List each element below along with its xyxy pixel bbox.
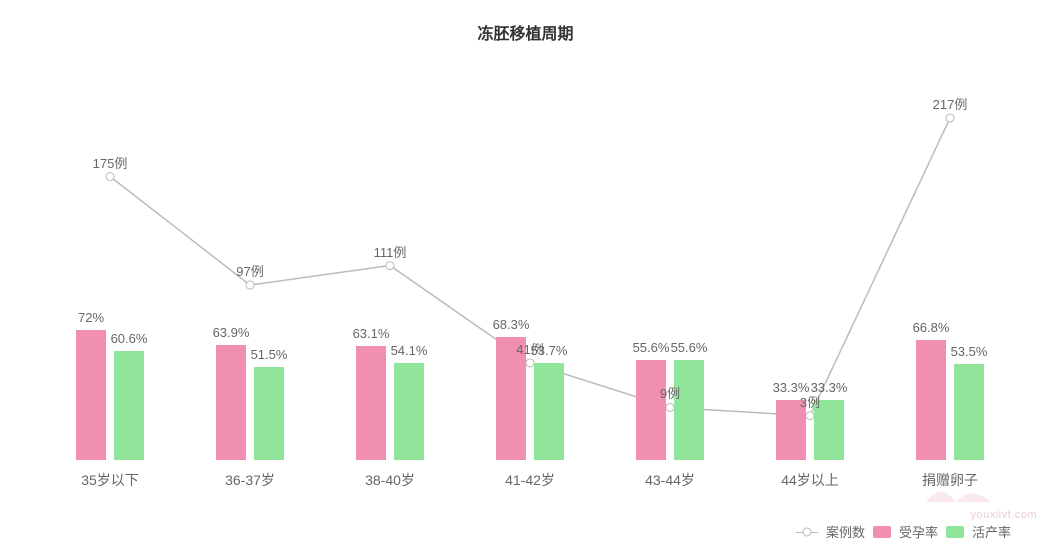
legend: 案例数 受孕率 活产率 (796, 522, 1011, 541)
legend-line-icon (796, 527, 818, 537)
category-label: 41-42岁 (460, 470, 600, 490)
legend-swatch (873, 526, 891, 538)
category-label: 38-40岁 (320, 470, 460, 490)
line-point-label: 3例 (800, 392, 820, 411)
watermark-text: youxiivf.com (970, 509, 1037, 521)
bar-受孕率: 55.6% (636, 360, 666, 460)
bar-value-label: 51.5% (239, 347, 299, 362)
legend-swatch (946, 526, 964, 538)
bar-活产率: 60.6% (114, 351, 144, 460)
category-label: 44岁以上 (740, 470, 880, 490)
bar-活产率: 54.1% (394, 363, 424, 460)
bars-wrap: 72%60.6% (40, 60, 180, 460)
bar-受孕率: 72% (76, 330, 106, 460)
watermark-graphic (921, 477, 1001, 507)
bars-wrap: 66.8% 53.5% (880, 60, 1020, 460)
category-label: 43-44岁 (600, 470, 740, 490)
bar-活产率: 53.5% (954, 364, 984, 460)
category-group: 66.8%53.5%捐赠卵子 (880, 60, 1020, 490)
category-label: 36-37岁 (180, 470, 320, 490)
category-group: 33.3%33.3%44岁以上 (740, 60, 880, 490)
bar-活产率: 51.5% (254, 367, 284, 460)
line-point-label: 111例 (374, 242, 407, 261)
line-point-label: 175例 (93, 153, 128, 172)
bar-value-label: 63.9% (201, 325, 261, 340)
bar-活产率: 55.6% (674, 360, 704, 460)
bar-活产率: 53.7% (534, 363, 564, 460)
bar-value-label: 53.5% (939, 344, 999, 359)
line-point-label: 97例 (236, 261, 263, 280)
bars-wrap: 68.3% 53.7% (460, 60, 600, 460)
bar-value-label: 72% (61, 310, 121, 325)
plot-area: 72%60.6%35岁以下175例63.9%51.5%36-37岁97例63.1… (40, 60, 1020, 490)
legend-label: 案例数 (826, 522, 865, 541)
bar-value-label: 63.1% (341, 326, 401, 341)
bar-value-label: 55.6% (659, 340, 719, 355)
line-point-label: 9例 (660, 383, 680, 402)
category-group: 55.6% 55.6% 43-44岁 (600, 60, 740, 490)
category-group: 72%60.6%35岁以下 (40, 60, 180, 490)
legend-label: 受孕率 (899, 522, 938, 541)
bars-wrap: 63.9% 51.5% (180, 60, 320, 460)
bar-value-label: 54.1% (379, 343, 439, 358)
legend-label: 活产率 (972, 522, 1011, 541)
bar-value-label: 60.6% (99, 331, 159, 346)
category-group: 63.1%54.1%38-40岁 (320, 60, 460, 490)
chart-title: 冻胚移植周期 (477, 20, 573, 44)
line-point-label: 41例 (516, 339, 543, 358)
bar-value-label: 66.8% (901, 320, 961, 335)
category-group: 68.3% 53.7% 41-42岁 (460, 60, 600, 490)
bar-受孕率: 63.1% (356, 346, 386, 460)
category-label: 35岁以下 (40, 470, 180, 490)
line-point-label: 217例 (933, 94, 968, 113)
bar-value-label: 68.3% (481, 317, 541, 332)
